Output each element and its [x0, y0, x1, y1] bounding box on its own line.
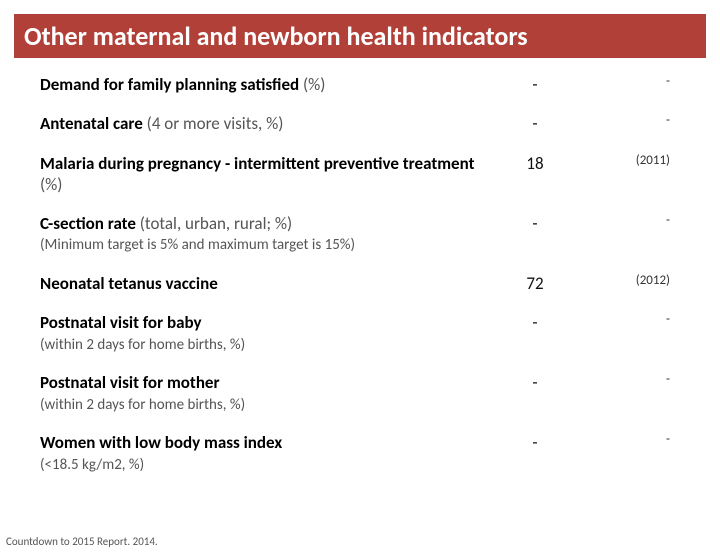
- indicator-label: Postnatal visit for mother (within 2 day…: [40, 372, 480, 414]
- label-main: Neonatal tetanus vaccine: [40, 273, 218, 294]
- label-main: Malaria during pregnancy - intermittent …: [40, 153, 474, 174]
- indicator-value: -: [480, 312, 590, 333]
- indicator-year: (2012): [590, 273, 670, 288]
- indicator-value: -: [480, 113, 590, 134]
- indicator-label: C-section rate (total, urban, rural; %) …: [40, 213, 480, 255]
- indicator-year: -: [590, 312, 670, 327]
- table-row: Women with low body mass index (<18.5 kg…: [40, 432, 680, 474]
- label-note: (within 2 days for home births, %): [40, 396, 480, 415]
- label-main: C-section rate: [40, 213, 136, 234]
- indicator-value: -: [480, 74, 590, 95]
- table-row: Antenatal care (4 or more visits, %) - -: [40, 113, 680, 134]
- table-row: Neonatal tetanus vaccine 72 (2012): [40, 273, 680, 294]
- table-row: Demand for family planning satisfied (%)…: [40, 74, 680, 95]
- label-sub: (total, urban, rural; %): [136, 213, 292, 234]
- indicator-year: -: [590, 113, 670, 128]
- label-main: Postnatal visit for baby: [40, 312, 202, 333]
- table-row: C-section rate (total, urban, rural; %) …: [40, 213, 680, 255]
- table-row: Malaria during pregnancy - intermittent …: [40, 153, 680, 196]
- table-row: Postnatal visit for baby (within 2 days …: [40, 312, 680, 354]
- indicator-label: Antenatal care (4 or more visits, %): [40, 113, 480, 134]
- label-main: Postnatal visit for mother: [40, 372, 220, 393]
- indicator-label: Women with low body mass index (<18.5 kg…: [40, 432, 480, 474]
- indicator-value: -: [480, 432, 590, 453]
- indicator-value: 18: [480, 153, 590, 174]
- indicator-year: (2011): [590, 153, 670, 168]
- indicator-year: -: [590, 213, 670, 228]
- label-note: (<18.5 kg/m2, %): [40, 456, 480, 475]
- indicator-label: Neonatal tetanus vaccine: [40, 273, 480, 294]
- footer-source: Countdown to 2015 Report. 2014.: [6, 535, 158, 548]
- indicator-label: Demand for family planning satisfied (%): [40, 74, 480, 95]
- label-sub: (%): [40, 174, 62, 195]
- indicator-year: -: [590, 74, 670, 89]
- indicator-table: Demand for family planning satisfied (%)…: [0, 58, 720, 474]
- indicator-value: -: [480, 372, 590, 393]
- title-bar: Other maternal and newborn health indica…: [14, 14, 706, 58]
- label-main: Antenatal care: [40, 113, 143, 134]
- label-sub: (4 or more visits, %): [143, 113, 284, 134]
- table-row: Postnatal visit for mother (within 2 day…: [40, 372, 680, 414]
- label-main: Women with low body mass index: [40, 432, 282, 453]
- indicator-year: -: [590, 432, 670, 447]
- label-main: Demand for family planning satisfied: [40, 74, 299, 95]
- label-sub: (%): [299, 74, 325, 95]
- page-title: Other maternal and newborn health indica…: [24, 20, 696, 52]
- indicator-label: Postnatal visit for baby (within 2 days …: [40, 312, 480, 354]
- indicator-value: -: [480, 213, 590, 234]
- indicator-label: Malaria during pregnancy - intermittent …: [40, 153, 480, 196]
- indicator-value: 72: [480, 273, 590, 294]
- label-note: (within 2 days for home births, %): [40, 336, 480, 355]
- indicator-year: -: [590, 372, 670, 387]
- label-note: (Minimum target is 5% and maximum target…: [40, 236, 480, 255]
